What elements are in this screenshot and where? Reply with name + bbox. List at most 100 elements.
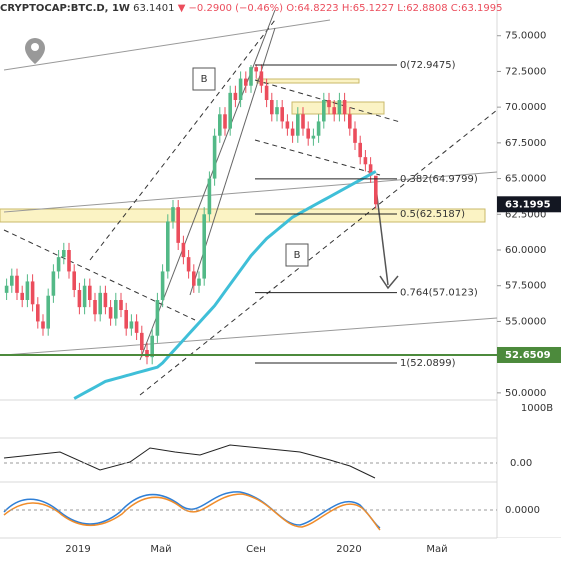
candle-body xyxy=(233,92,238,100)
candle-body xyxy=(67,250,71,272)
y-tick-label: 65.0000 xyxy=(505,174,546,185)
low: L:62.8808 xyxy=(397,3,447,14)
candle-body xyxy=(275,107,279,115)
fib-label: 0(72.9475) xyxy=(400,60,456,71)
price-tag xyxy=(497,346,561,363)
candle-body xyxy=(218,114,222,136)
candle-body xyxy=(56,257,61,272)
y-tick-label: 60.0000 xyxy=(505,245,546,256)
candle-body xyxy=(88,285,92,300)
candle-body xyxy=(166,221,170,272)
fib-label: 0.5(62.5187) xyxy=(400,209,465,220)
fib-label: 0.382(64.9799) xyxy=(400,174,478,185)
high: H:65.1227 xyxy=(342,3,394,14)
candle-body xyxy=(306,128,310,139)
y-tick-label: 70.0000 xyxy=(505,102,546,113)
candle-body xyxy=(353,128,357,143)
fib-label: 0.764(57.0123) xyxy=(400,288,478,299)
candle-body xyxy=(342,100,347,115)
candle-body xyxy=(46,295,50,329)
candle-body xyxy=(296,114,300,136)
candle-body xyxy=(145,350,149,358)
candle-body xyxy=(285,121,290,129)
layout xyxy=(0,0,561,539)
candle-body xyxy=(15,275,19,293)
candle-body xyxy=(327,100,331,108)
annotation: B xyxy=(201,74,208,85)
indicator-label: 0.0000 xyxy=(505,505,540,516)
candle-body xyxy=(160,271,165,300)
candle-body xyxy=(223,114,227,129)
x-tick-label: 2019 xyxy=(65,544,90,555)
y-tick-label: 62.5000 xyxy=(505,209,546,220)
candle-body xyxy=(108,307,113,319)
candle-body xyxy=(332,107,336,115)
x-tick-label: Май xyxy=(426,544,447,555)
candle-body xyxy=(197,278,201,286)
candle-body xyxy=(280,107,284,122)
candle-body xyxy=(114,300,118,319)
x-tick-label: Май xyxy=(150,544,171,555)
candle-body xyxy=(311,135,316,139)
x-tick-label: 2020 xyxy=(336,544,361,555)
corner xyxy=(497,538,561,566)
candle-body xyxy=(259,71,264,86)
zone xyxy=(0,208,486,223)
candle-body xyxy=(77,290,82,308)
pin-icon xyxy=(31,43,39,51)
candle-body xyxy=(316,121,321,136)
candle-body xyxy=(4,285,9,293)
indicator-decor xyxy=(3,444,497,531)
main-pane xyxy=(0,9,498,400)
candle-body xyxy=(30,281,35,305)
candle-body xyxy=(72,271,76,290)
candle-body xyxy=(301,114,305,129)
candle-body xyxy=(103,292,108,308)
volume-label: 1000B xyxy=(521,403,553,414)
candle-body xyxy=(62,250,66,258)
annotation: B xyxy=(294,250,301,261)
annotation-box xyxy=(192,67,216,91)
candle-body xyxy=(254,67,258,72)
x-tick-label: Сен xyxy=(246,544,266,555)
price-tag-label: 52.6509 xyxy=(505,350,551,361)
candle-body xyxy=(374,175,378,205)
candle-body xyxy=(98,292,102,315)
candle-body xyxy=(155,300,160,336)
candle-body xyxy=(192,271,196,286)
y-tick-label: 55.0000 xyxy=(505,316,546,327)
candle-body xyxy=(176,207,180,243)
candle-body xyxy=(124,310,128,329)
candle-body xyxy=(36,304,40,322)
moving-average xyxy=(73,170,377,400)
candle-body xyxy=(290,128,295,136)
price-tag xyxy=(497,196,561,213)
candle-body xyxy=(134,321,139,333)
candle-body xyxy=(20,292,24,300)
candle-body xyxy=(51,271,56,296)
candle-body xyxy=(212,135,217,179)
y-tick-label: 72.5000 xyxy=(505,66,546,77)
annotation-box xyxy=(285,243,309,267)
candle-body xyxy=(228,92,232,129)
candle-body xyxy=(82,285,87,308)
candle-body xyxy=(358,142,362,158)
y-tick-label: 75.0000 xyxy=(505,31,546,42)
candle-body xyxy=(129,321,134,329)
candle-body xyxy=(244,78,248,86)
symbol: CRYPTOCAP:BTC.D, 1W xyxy=(0,3,130,14)
open: O:64.8223 xyxy=(286,3,338,14)
y-tick-label: 67.5000 xyxy=(505,138,546,149)
indicator-label: 0.00 xyxy=(510,458,532,469)
candle-body xyxy=(119,300,123,310)
candle-body xyxy=(238,78,243,100)
candle-body xyxy=(150,335,154,358)
header: CRYPTOCAP:BTC.D, 1W 63.1401 ▼ −0.2900 (−… xyxy=(0,3,503,14)
candle-body xyxy=(337,100,342,115)
last: 63.1401 xyxy=(133,3,174,14)
candle-body xyxy=(41,321,45,329)
y-tick-label: 50.0000 xyxy=(505,388,546,399)
